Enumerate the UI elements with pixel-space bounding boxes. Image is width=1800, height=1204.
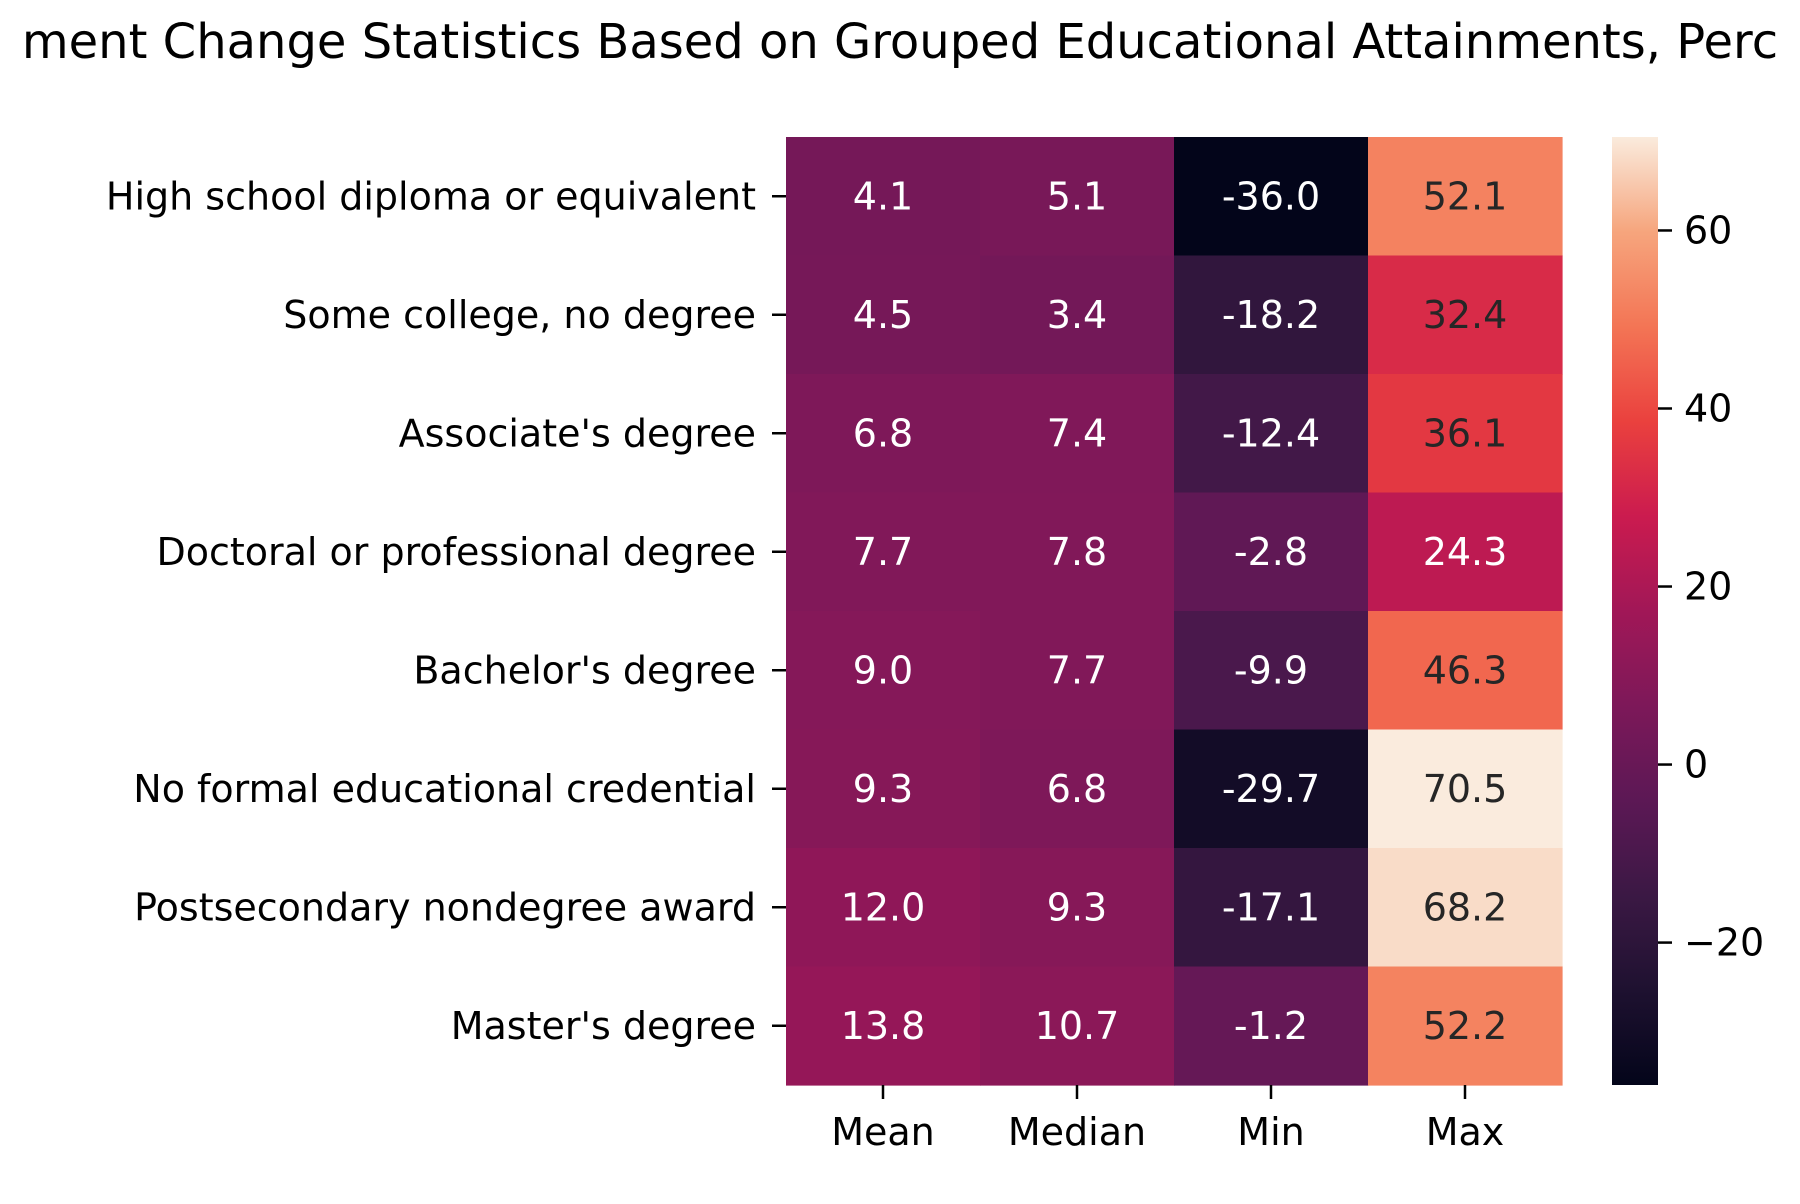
- heatmap-cell: [1368, 966, 1563, 1086]
- heatmap-cell: [1368, 611, 1563, 731]
- heatmap-cell: [1174, 729, 1369, 849]
- cell-value-label: -9.9: [1234, 648, 1308, 692]
- cell-value-label: 10.7: [1035, 1004, 1120, 1048]
- cell-value-label: 24.3: [1423, 530, 1508, 574]
- heatmap-cell: [1174, 848, 1369, 968]
- colorbar-tick-label: 0: [1684, 743, 1708, 787]
- heatmap-cell: [1368, 255, 1563, 375]
- cell-value-label: 46.3: [1423, 648, 1508, 692]
- cell-value-label: 13.8: [841, 1004, 926, 1048]
- heatmap-cell: [980, 255, 1175, 375]
- heatmap-cell: [980, 137, 1175, 257]
- heatmap-cell: [786, 729, 981, 849]
- cell-value-label: 7.4: [1047, 411, 1107, 455]
- heatmap-cell: [980, 848, 1175, 968]
- cell-value-label: 6.8: [1047, 767, 1107, 811]
- cell-value-label: 68.2: [1423, 885, 1508, 929]
- heatmap-cell: [786, 966, 981, 1086]
- cell-value-label: -2.8: [1234, 530, 1308, 574]
- row-label: Master's degree: [451, 1004, 756, 1048]
- row-label: Doctoral or professional degree: [156, 530, 756, 574]
- cell-value-label: 6.8: [853, 411, 913, 455]
- heatmap-cell: [1174, 611, 1369, 731]
- heatmap-cell: [1368, 137, 1563, 257]
- cell-value-label: 7.8: [1047, 530, 1107, 574]
- cell-value-label: -29.7: [1222, 767, 1320, 811]
- cell-value-label: 5.1: [1047, 174, 1107, 218]
- heatmap-cell: [980, 729, 1175, 849]
- heatmap-cell: [786, 848, 981, 968]
- cell-value-label: 3.4: [1047, 293, 1107, 337]
- cell-value-label: 36.1: [1423, 411, 1508, 455]
- heatmap-cells: 4.1 5.1 -36.0 52.1 4.5 3.4 -18.2 32.4 6.8 7.4 -12.…: [786, 137, 1563, 1086]
- heatmap-cell: [786, 492, 981, 612]
- heatmap-cell: [1368, 492, 1563, 612]
- heatmap-cell: [1174, 137, 1369, 257]
- cell-value-label: 7.7: [1047, 648, 1107, 692]
- heatmap-cell: [1174, 255, 1369, 375]
- cell-value-label: -1.2: [1234, 1004, 1308, 1048]
- row-label: High school diploma or equivalent: [106, 174, 756, 218]
- heatmap-cell: [786, 611, 981, 731]
- row-label: Associate's degree: [399, 411, 756, 455]
- row-label: Bachelor's degree: [413, 648, 756, 692]
- row-label: No formal educational credential: [133, 767, 756, 811]
- column-label: Mean: [831, 1110, 935, 1154]
- cell-value-label: -17.1: [1222, 885, 1320, 929]
- colorbar-tick-label: 60: [1684, 208, 1732, 252]
- heatmap-cell: [1174, 966, 1369, 1086]
- colorbar-tick-label: 20: [1684, 565, 1732, 609]
- cell-value-label: 12.0: [841, 885, 926, 929]
- chart-title: ment Change Statistics Based on Grouped …: [22, 14, 1778, 70]
- row-labels: High school diploma or equivalent Some co…: [106, 174, 786, 1048]
- heatmap-cell: [980, 966, 1175, 1086]
- column-label: Max: [1426, 1110, 1505, 1154]
- heatmap-cell: [1174, 492, 1369, 612]
- column-labels: Mean Median Min Max: [831, 1085, 1504, 1154]
- heatmap-cell: [980, 611, 1175, 731]
- heatmap-cell: [1368, 848, 1563, 968]
- heatmap-cell: [980, 374, 1175, 494]
- cell-value-label: 52.1: [1423, 174, 1508, 218]
- cell-value-label: 9.3: [853, 767, 913, 811]
- heatmap-cell: [1368, 729, 1563, 849]
- cell-value-label: -36.0: [1222, 174, 1320, 218]
- colorbar-gradient-bar: [1612, 137, 1658, 1085]
- cell-value-label: -18.2: [1222, 293, 1320, 337]
- cell-value-label: 4.5: [853, 293, 913, 337]
- cell-value-label: 52.2: [1423, 1004, 1508, 1048]
- cell-value-label: 9.0: [853, 648, 913, 692]
- colorbar: −20 0 20 40 60: [1612, 137, 1764, 1085]
- cell-value-label: 32.4: [1423, 293, 1508, 337]
- heatmap-cell: [786, 374, 981, 494]
- cell-value-label: 70.5: [1423, 767, 1508, 811]
- colorbar-tick-label: −20: [1684, 921, 1764, 965]
- cell-value-label: 9.3: [1047, 885, 1107, 929]
- row-label: Some college, no degree: [283, 293, 756, 337]
- heatmap-cell: [980, 492, 1175, 612]
- row-label: Postsecondary nondegree award: [134, 885, 756, 929]
- cell-value-label: -12.4: [1222, 411, 1320, 455]
- heatmap-cell: [1368, 374, 1563, 494]
- cell-value-label: 7.7: [853, 530, 913, 574]
- heatmap-cell: [786, 255, 981, 375]
- heatmap-cell: [786, 137, 981, 257]
- column-label: Median: [1008, 1110, 1146, 1154]
- column-label: Min: [1237, 1110, 1304, 1154]
- heatmap-cell: [1174, 374, 1369, 494]
- cell-value-label: 4.1: [853, 174, 913, 218]
- colorbar-tick-label: 40: [1684, 386, 1732, 430]
